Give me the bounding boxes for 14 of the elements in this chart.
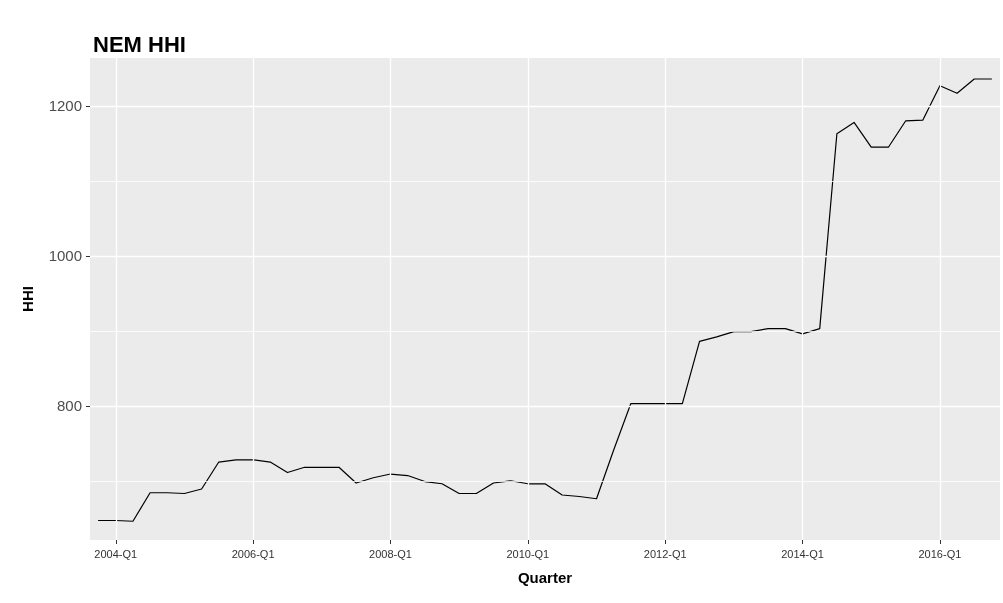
- x-tick-label: 2010-Q1: [506, 547, 550, 560]
- x-axis-title: Quarter: [517, 569, 573, 586]
- y-tick-label: 1200: [48, 97, 82, 115]
- y-tick-label: 800: [56, 397, 82, 415]
- y-tick-label: 1000: [48, 247, 82, 265]
- y-axis-title: HHI: [19, 286, 36, 312]
- x-tick-label: 2004-Q1: [94, 547, 138, 560]
- x-tick-label: 2014-Q1: [781, 547, 824, 560]
- x-tick-label: 2008-Q1: [369, 547, 412, 560]
- chart-title: NEM HHI: [93, 31, 186, 57]
- line-series: [97, 78, 993, 522]
- x-tick-label: 2012-Q1: [643, 547, 687, 560]
- x-tick-label: 2016-Q1: [918, 547, 962, 560]
- x-tick-label: 2006-Q1: [231, 547, 275, 560]
